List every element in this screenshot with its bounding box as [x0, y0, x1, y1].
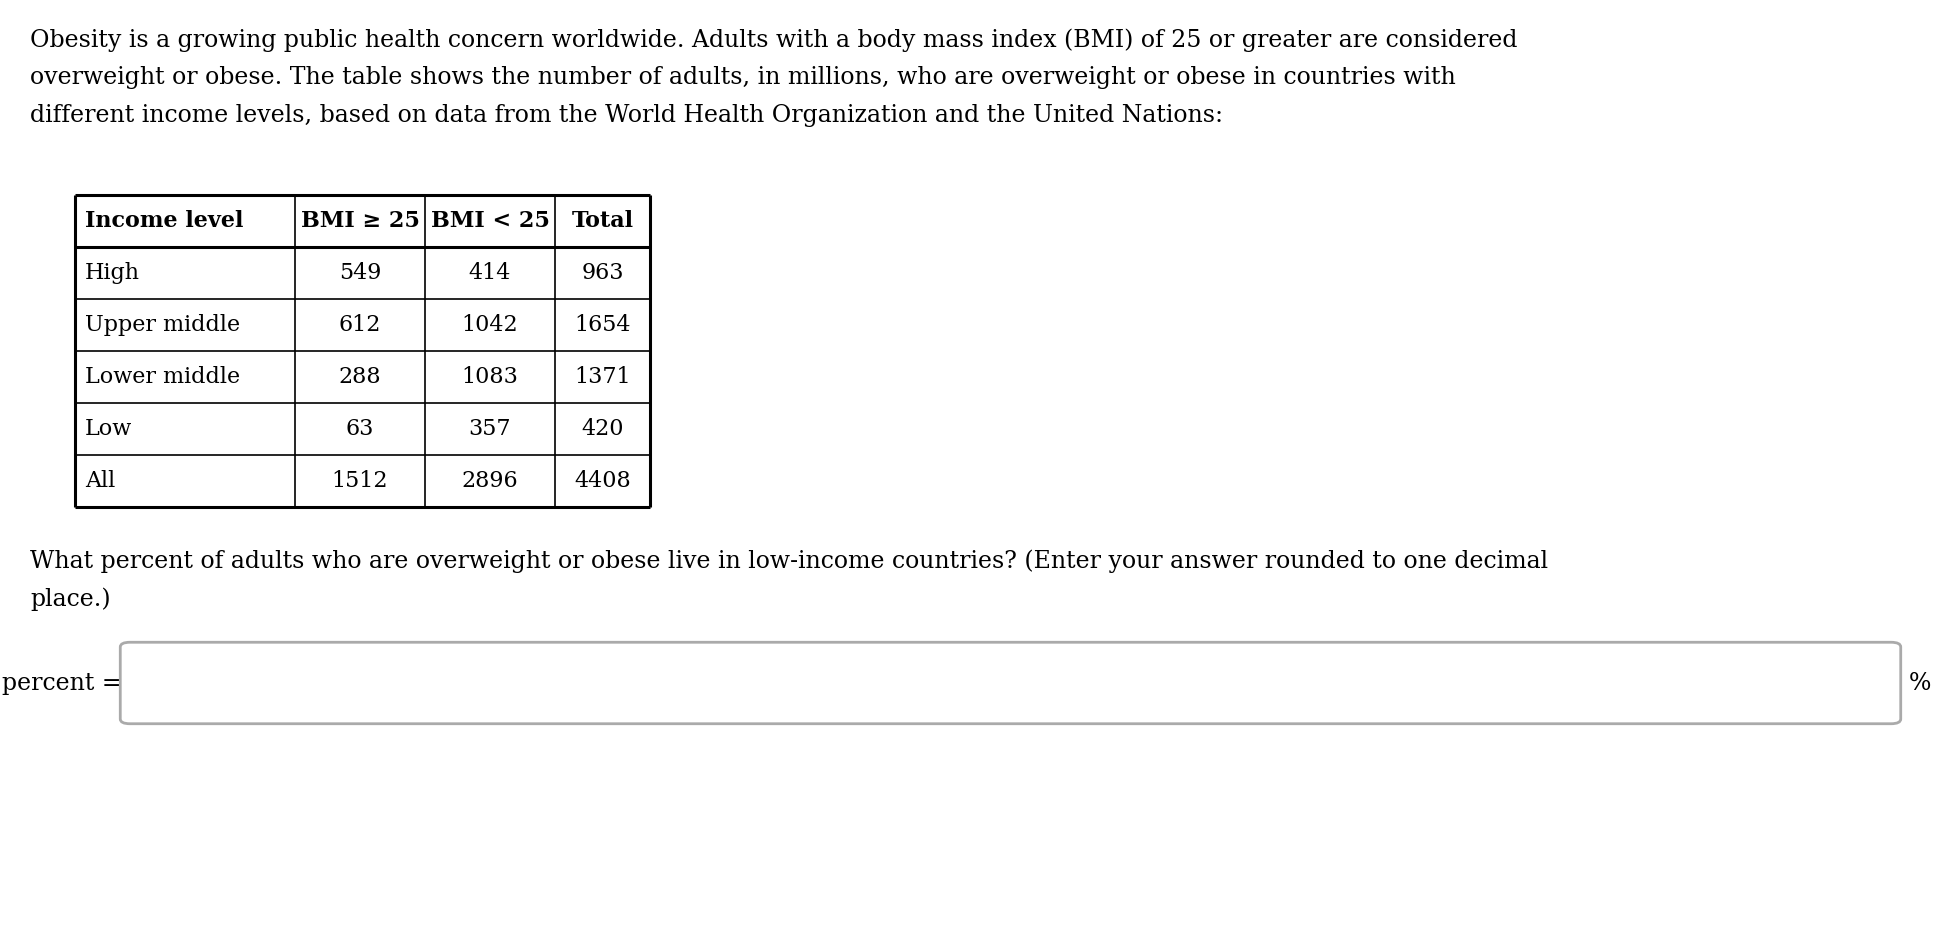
Text: 414: 414	[469, 262, 512, 284]
Text: %: %	[1909, 671, 1930, 694]
Text: Total: Total	[572, 210, 634, 232]
Text: BMI < 25: BMI < 25	[430, 210, 549, 232]
Text: 420: 420	[582, 418, 625, 440]
Text: Obesity is a growing public health concern worldwide. Adults with a body mass in: Obesity is a growing public health conce…	[29, 28, 1518, 51]
Text: High: High	[86, 262, 140, 284]
Text: place.): place.)	[29, 587, 111, 611]
Text: 4408: 4408	[574, 470, 631, 492]
Text: Income level: Income level	[86, 210, 243, 232]
Text: 612: 612	[339, 314, 381, 336]
Text: All: All	[86, 470, 115, 492]
Text: 63: 63	[346, 418, 374, 440]
Text: 1083: 1083	[461, 366, 518, 388]
Text: overweight or obese. The table shows the number of adults, in millions, who are : overweight or obese. The table shows the…	[29, 66, 1456, 89]
Text: Lower middle: Lower middle	[86, 366, 239, 388]
Text: different income levels, based on data from the World Health Organization and th: different income levels, based on data f…	[29, 104, 1222, 127]
Text: 357: 357	[469, 418, 512, 440]
Text: 2896: 2896	[461, 470, 518, 492]
Text: 1371: 1371	[574, 366, 631, 388]
Text: 549: 549	[339, 262, 381, 284]
Text: What percent of adults who are overweight or obese live in low-income countries?: What percent of adults who are overweigh…	[29, 549, 1549, 573]
Text: 963: 963	[582, 262, 625, 284]
Text: 1654: 1654	[574, 314, 631, 336]
Text: Upper middle: Upper middle	[86, 314, 239, 336]
FancyBboxPatch shape	[121, 642, 1901, 724]
Text: Low: Low	[86, 418, 132, 440]
Text: 288: 288	[339, 366, 381, 388]
Text: percent =: percent =	[2, 671, 123, 694]
Text: 1042: 1042	[461, 314, 518, 336]
Text: 1512: 1512	[331, 470, 389, 492]
Text: BMI ≥ 25: BMI ≥ 25	[300, 210, 420, 232]
